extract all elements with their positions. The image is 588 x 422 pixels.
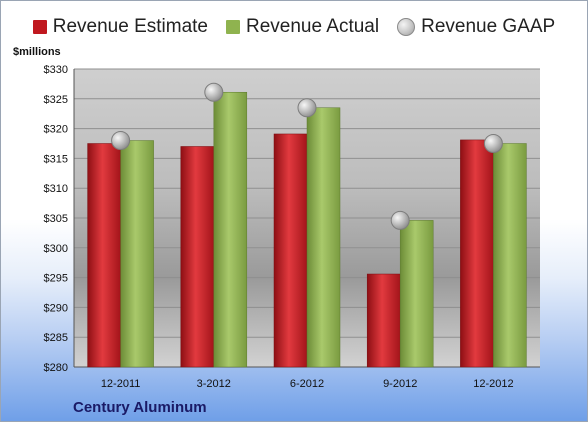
marker-revenue-gaap (111, 131, 131, 151)
legend-label-gaap: Revenue GAAP (421, 16, 556, 37)
legend-item-gaap: Revenue GAAP (397, 16, 555, 38)
x-tick-label: 3-2012 (197, 378, 231, 390)
y-unit-label: $millions (13, 46, 61, 58)
bar-revenue-estimate (87, 143, 121, 368)
bar-revenue-actual (493, 143, 527, 368)
marker-revenue-gaap (297, 98, 317, 118)
y-tick-label: $330 (44, 64, 68, 76)
y-tick-label: $315 (44, 153, 68, 165)
marker-revenue-gaap (483, 134, 503, 153)
x-tick-label: 9-2012 (383, 378, 417, 390)
legend-marker-gaap (397, 18, 416, 36)
bar-revenue-actual (120, 140, 154, 368)
bar-revenue-actual (399, 220, 434, 368)
bar-revenue-estimate (273, 133, 308, 368)
y-tick-label: $305 (44, 213, 68, 225)
bar-revenue-estimate (460, 139, 494, 368)
y-tick-label: $310 (44, 183, 68, 195)
y-tick-label: $280 (44, 362, 68, 374)
bar-revenue-actual (213, 91, 248, 368)
company-name: Century Aluminum (73, 399, 207, 416)
bar-revenue-estimate (180, 146, 215, 368)
legend-item-estimate: Revenue Estimate (32, 16, 208, 38)
y-tick-label: $290 (44, 302, 68, 314)
legend-label-estimate: Revenue Estimate (52, 16, 208, 37)
y-tick-label: $300 (44, 243, 68, 255)
x-tick-label: 12-2011 (101, 378, 141, 390)
legend-swatch-estimate (32, 20, 47, 34)
x-tick-label: 12-2012 (473, 378, 513, 390)
y-tick-label: $285 (44, 332, 68, 344)
bar-revenue-actual (306, 107, 341, 368)
legend: Revenue Estimate Revenue Actual Revenue … (1, 11, 587, 43)
marker-revenue-gaap (390, 210, 410, 230)
bar-revenue-estimate (366, 273, 401, 368)
legend-swatch-actual (226, 20, 240, 34)
legend-item-actual: Revenue Actual (226, 16, 379, 38)
x-tick-label: 6-2012 (290, 378, 324, 390)
marker-revenue-gaap (204, 82, 224, 102)
y-tick-label: $325 (44, 94, 68, 106)
y-tick-label: $295 (44, 273, 68, 285)
y-tick-label: $320 (44, 124, 68, 136)
legend-label-actual: Revenue Actual (246, 16, 380, 37)
